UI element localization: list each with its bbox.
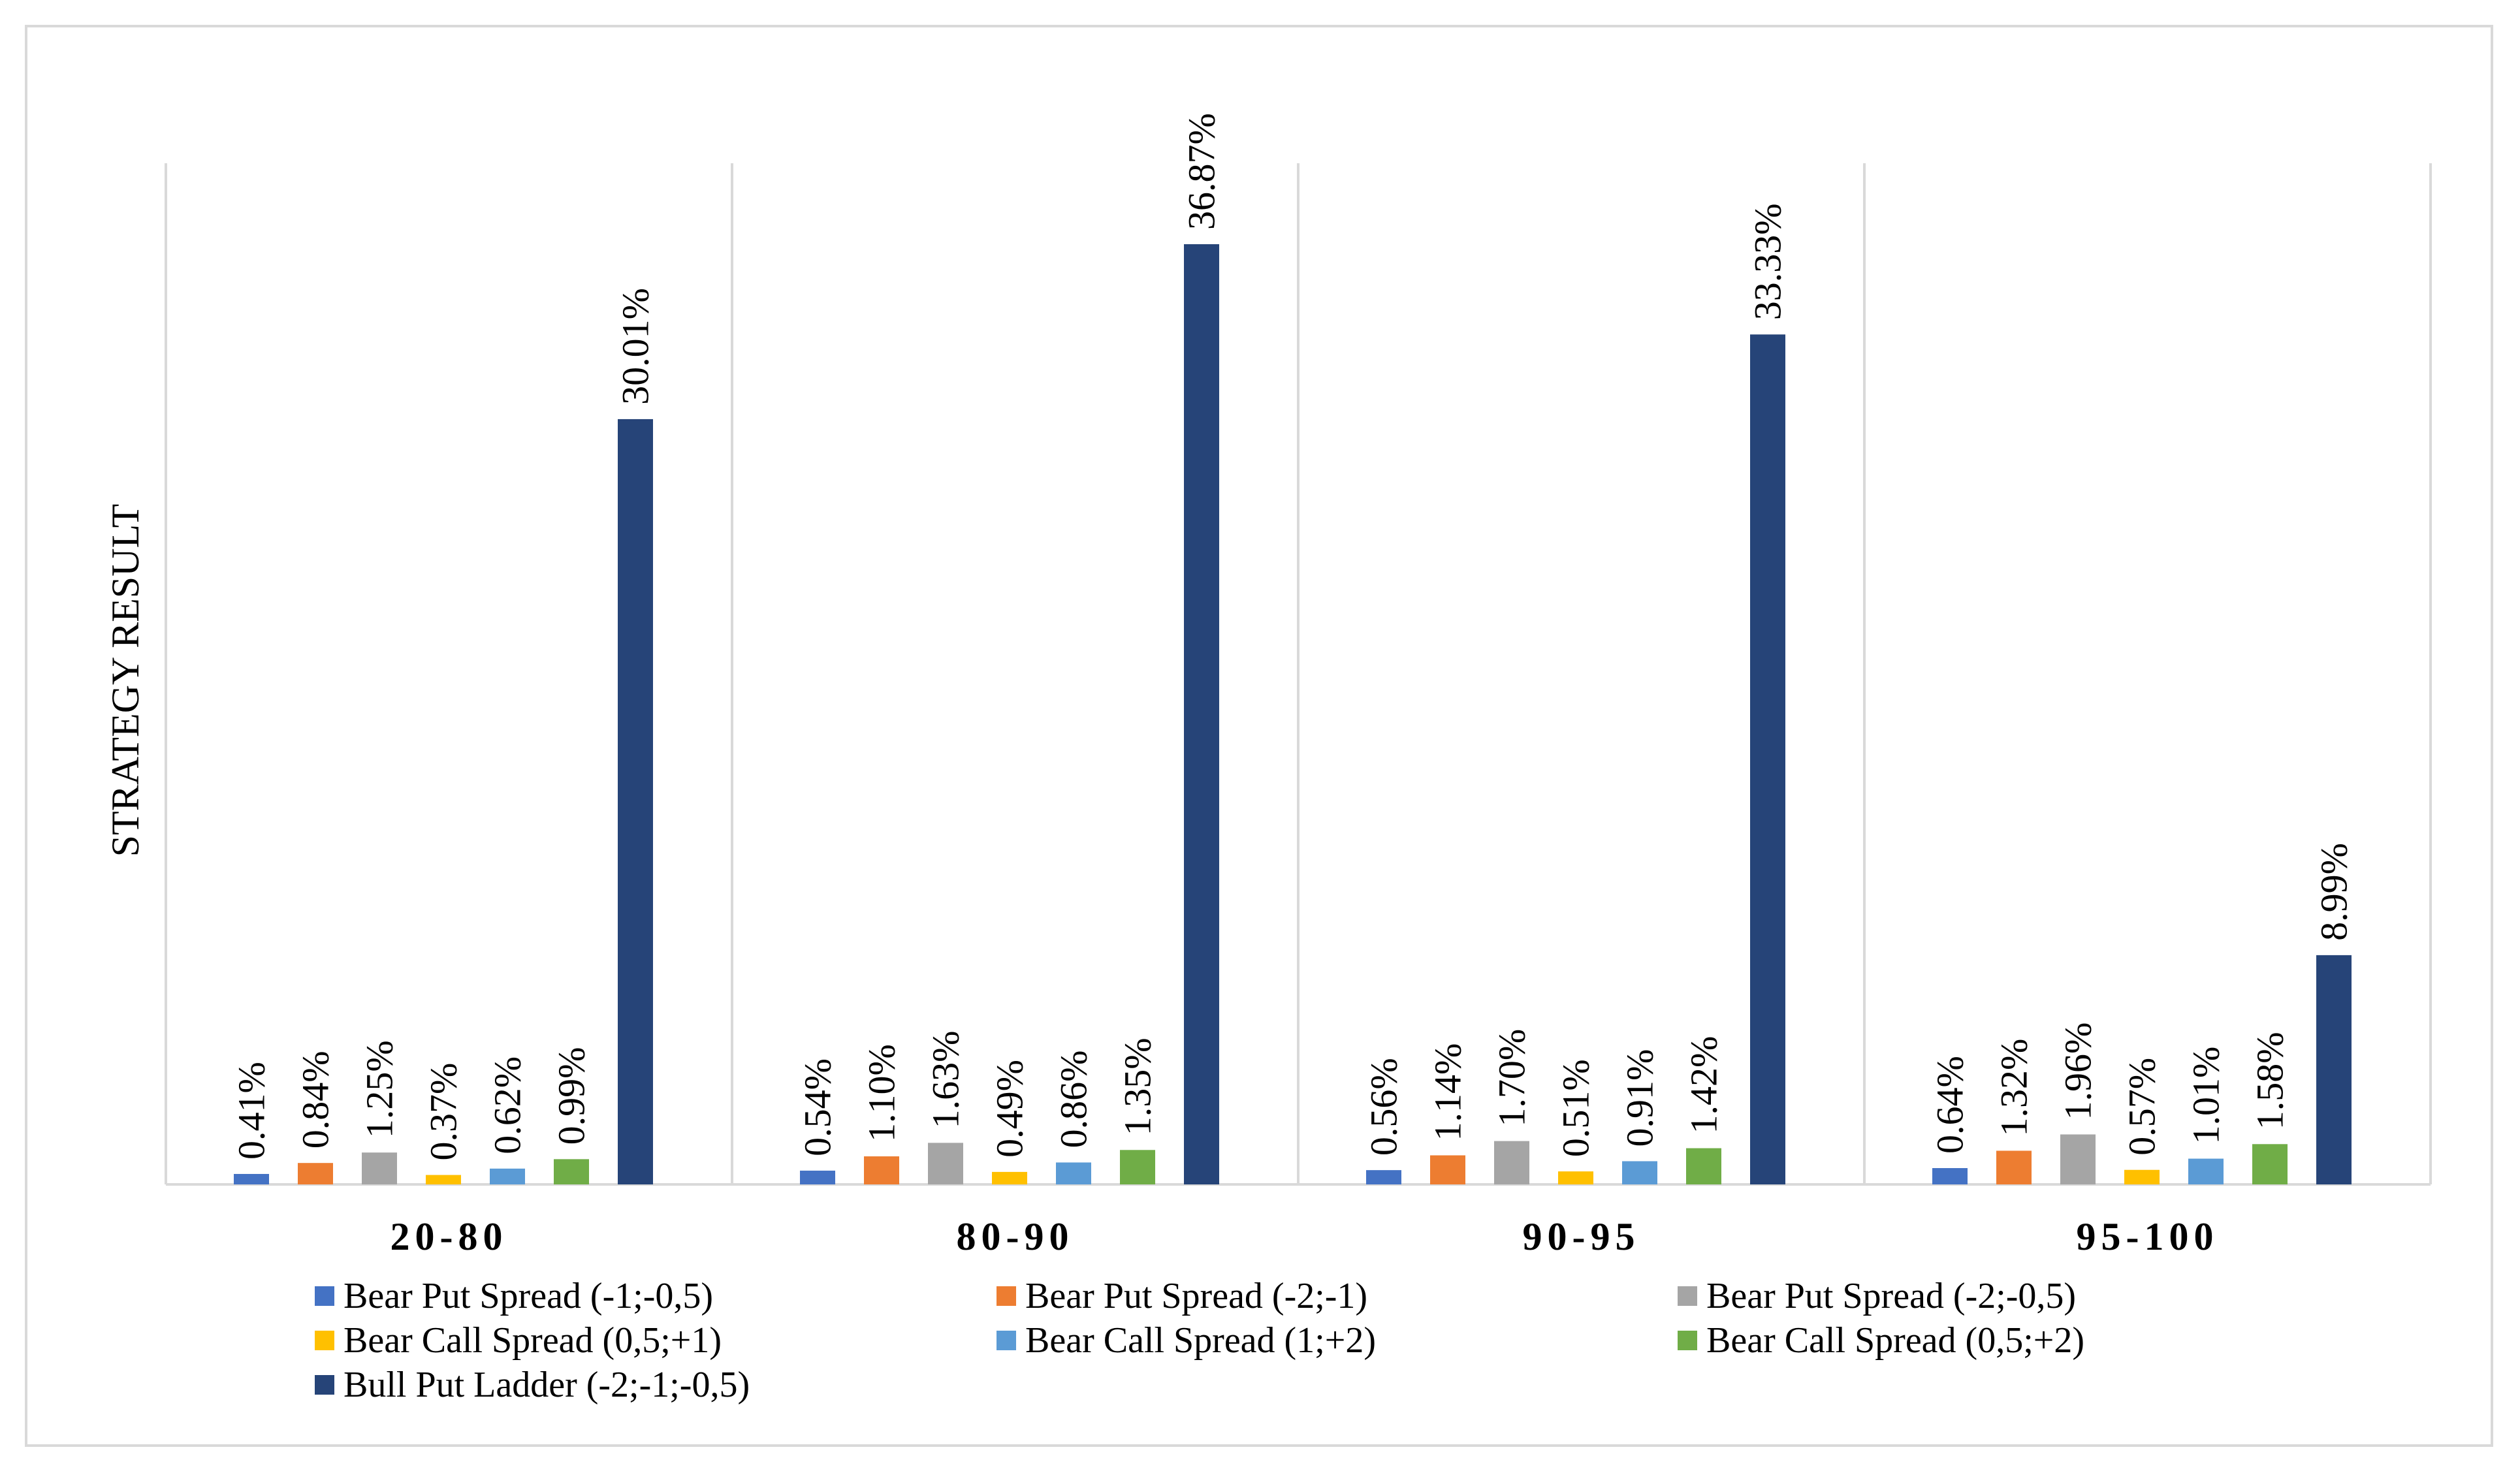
- legend-swatch: [315, 1375, 334, 1395]
- bar-80-90-series-6: [1120, 1150, 1155, 1184]
- bar-20-80-series-5: [490, 1168, 525, 1184]
- legend-label: Bear Call Spread (1;+2): [1025, 1320, 1376, 1361]
- data-label-80-90-series-7: 36.87%: [1181, 113, 1223, 230]
- data-label-20-80-series-5: 0.62%: [486, 1056, 529, 1154]
- bar-95-100-series-2: [1996, 1150, 2032, 1184]
- legend-swatch: [315, 1331, 334, 1350]
- legend-swatch: [315, 1286, 334, 1306]
- legend-item: Bear Call Spread (0,5;+2): [1678, 1322, 2084, 1359]
- legend-label: Bear Call Spread (0,5;+2): [1706, 1320, 2084, 1361]
- legend-swatch: [997, 1286, 1016, 1306]
- data-label-20-80-series-3: 1.25%: [359, 1040, 401, 1138]
- data-label-90-95-series-6: 1.42%: [1683, 1036, 1725, 1134]
- data-label-95-100-series-7: 8.99%: [2313, 843, 2355, 941]
- bar-95-100-series-5: [2188, 1158, 2224, 1184]
- bar-80-90-series-3: [928, 1143, 963, 1184]
- bar-80-90-series-5: [1056, 1162, 1091, 1184]
- data-label-90-95-series-1: 0.56%: [1363, 1058, 1405, 1156]
- legend-item: Bear Put Spread (-2;-0,5): [1678, 1278, 2076, 1314]
- bar-95-100-series-4: [2124, 1169, 2160, 1184]
- bar-20-80-series-3: [362, 1152, 397, 1184]
- legend-swatch: [1678, 1331, 1697, 1350]
- data-label-80-90-series-6: 1.35%: [1117, 1037, 1159, 1135]
- legend-item: Bear Put Spread (-1;-0,5): [315, 1278, 713, 1314]
- legend-label: Bear Put Spread (-2;-1): [1025, 1276, 1368, 1316]
- legend-label: Bear Put Spread (-2;-0,5): [1706, 1276, 2077, 1316]
- data-label-80-90-series-3: 1.63%: [925, 1031, 967, 1129]
- legend-label: Bear Call Spread (0,5;+1): [343, 1320, 722, 1361]
- legend-item: Bear Call Spread (1;+2): [997, 1322, 1376, 1359]
- data-label-80-90-series-4: 0.49%: [989, 1060, 1031, 1158]
- chart-frame: 0.41% 0.84% 1.25% 0.37% 0.62% 0.99% 30.01% 0.54…: [25, 25, 2493, 1447]
- chart-category-labels: 20-80 80-90 90-95 95-100: [391, 1215, 2219, 1255]
- data-label-90-95-series-5: 0.91%: [1619, 1049, 1661, 1147]
- data-label-90-95-series-7: 33.33%: [1747, 203, 1789, 320]
- data-label-90-95-series-2: 1.14%: [1427, 1043, 1469, 1141]
- legend-swatch: [1678, 1286, 1697, 1306]
- data-label-95-100-series-4: 0.57%: [2121, 1058, 2163, 1156]
- bar-90-95-series-5: [1622, 1161, 1657, 1184]
- data-label-20-80-series-6: 0.99%: [550, 1047, 593, 1145]
- legend-swatch: [997, 1331, 1016, 1350]
- legend-item: Bear Call Spread (0,5;+1): [315, 1322, 722, 1359]
- bar-80-90-series-1: [800, 1170, 835, 1184]
- bar-20-80-series-1: [234, 1173, 269, 1184]
- legend-item: Bear Put Spread (-2;-1): [997, 1278, 1367, 1314]
- category-label-90-95: 90-95: [1523, 1215, 1640, 1255]
- bar-90-95-series-2: [1430, 1155, 1465, 1184]
- bar-90-95-series-4: [1558, 1171, 1593, 1184]
- bar-95-100-series-6: [2252, 1144, 2288, 1184]
- bar-20-80-series-4: [426, 1175, 461, 1184]
- data-label-20-80-series-1: 0.41%: [231, 1062, 273, 1160]
- data-label-95-100-series-6: 1.58%: [2249, 1032, 2291, 1130]
- y-axis-label: STRATEGY RESULT: [104, 504, 147, 857]
- category-label-95-100: 95-100: [2077, 1215, 2219, 1255]
- data-label-95-100-series-2: 1.32%: [1993, 1039, 2035, 1137]
- data-label-20-80-series-7: 30.01%: [614, 288, 657, 405]
- bar-90-95-series-6: [1686, 1148, 1721, 1184]
- bar-95-100-series-1: [1932, 1168, 1968, 1184]
- legend-label: Bear Put Spread (-1;-0,5): [343, 1276, 714, 1316]
- bar-20-80-series-7: [618, 419, 653, 1184]
- legend-item: Bull Put Ladder (-2;-1;-0,5): [315, 1367, 750, 1403]
- bar-95-100-series-3: [2060, 1134, 2096, 1184]
- chart-axes: [165, 163, 2432, 1186]
- data-label-90-95-series-3: 1.70%: [1491, 1029, 1533, 1127]
- data-label-20-80-series-2: 0.84%: [295, 1051, 337, 1148]
- data-label-80-90-series-5: 0.86%: [1053, 1051, 1095, 1148]
- chart-value-labels: 0.41% 0.84% 1.25% 0.37% 0.62% 0.99% 30.01% 0.54…: [231, 113, 2355, 1160]
- bar-95-100-series-7: [2316, 955, 2352, 1184]
- data-label-95-100-series-1: 0.64%: [1929, 1056, 1971, 1154]
- bar-chart: 0.41% 0.84% 1.25% 0.37% 0.62% 0.99% 30.01% 0.54…: [104, 113, 2432, 1255]
- data-label-80-90-series-1: 0.54%: [797, 1058, 839, 1156]
- bar-80-90-series-7: [1184, 244, 1219, 1184]
- category-label-80-90: 80-90: [957, 1215, 1074, 1255]
- category-label-20-80: 20-80: [391, 1215, 508, 1255]
- bar-20-80-series-6: [554, 1159, 589, 1184]
- bar-20-80-series-2: [298, 1163, 333, 1184]
- bar-90-95-series-7: [1750, 334, 1785, 1184]
- legend-label: Bull Put Ladder (-2;-1;-0,5): [343, 1365, 750, 1405]
- bar-90-95-series-3: [1494, 1141, 1529, 1184]
- chart-bars: [234, 244, 2352, 1184]
- data-label-95-100-series-5: 1.01%: [2185, 1047, 2227, 1145]
- bar-80-90-series-2: [864, 1156, 899, 1184]
- data-label-80-90-series-2: 1.10%: [861, 1044, 903, 1142]
- bar-80-90-series-4: [992, 1171, 1027, 1184]
- bar-90-95-series-1: [1366, 1170, 1401, 1184]
- data-label-90-95-series-4: 0.51%: [1555, 1059, 1597, 1157]
- data-label-20-80-series-4: 0.37%: [423, 1063, 465, 1161]
- data-label-95-100-series-3: 1.96%: [2057, 1022, 2099, 1120]
